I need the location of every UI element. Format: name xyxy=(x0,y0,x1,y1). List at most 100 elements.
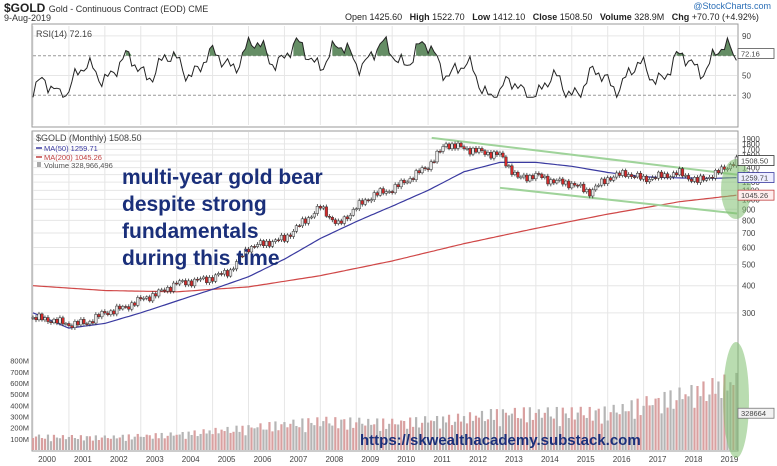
candle-down xyxy=(588,189,592,197)
volume-bar xyxy=(594,410,597,450)
candle-up xyxy=(657,171,661,179)
volume-bar xyxy=(31,438,35,450)
volume-bar xyxy=(301,418,304,450)
price-tick-label: 1700 xyxy=(742,145,760,154)
candle-up xyxy=(549,179,553,185)
volume-bar xyxy=(361,423,364,450)
candle-up xyxy=(585,189,589,193)
price-tick-label: 1800 xyxy=(742,140,760,149)
candle-up xyxy=(677,168,682,176)
volume-bar xyxy=(253,428,256,450)
volume-bar xyxy=(397,424,400,450)
candle-down xyxy=(567,180,571,189)
candle-up xyxy=(166,287,170,292)
candle-up xyxy=(52,318,56,324)
candle-up xyxy=(719,166,723,174)
volume-bar xyxy=(229,432,232,450)
candle-up xyxy=(399,179,403,188)
close-price-tag-box xyxy=(737,155,775,166)
candle-down xyxy=(396,184,400,188)
volume-bar xyxy=(624,411,627,450)
volume-bar xyxy=(489,409,493,450)
volume-bar xyxy=(582,415,585,450)
volume-bar xyxy=(576,412,579,450)
candle-up xyxy=(507,165,511,167)
candle-down xyxy=(716,170,720,174)
volume-bar xyxy=(570,407,573,450)
candle-up xyxy=(37,313,41,321)
volume-bar xyxy=(627,411,630,450)
volume-bar xyxy=(388,423,391,450)
substack-url: https://skwealthacademy.substack.com xyxy=(360,432,641,449)
volume-bar xyxy=(717,381,720,450)
candle-up xyxy=(279,234,283,241)
volume-bar xyxy=(438,428,442,450)
candle-up xyxy=(570,183,574,189)
x-tick-label: 2016 xyxy=(613,455,631,464)
candle-down xyxy=(654,177,658,179)
candle-down xyxy=(459,142,463,147)
volume-bar xyxy=(567,418,570,450)
candle-down xyxy=(552,179,556,184)
candle-up xyxy=(492,151,496,159)
candle-down xyxy=(489,152,493,159)
volume-bar xyxy=(202,429,205,450)
rsi-tick-label: 50 xyxy=(742,72,751,81)
candle-up xyxy=(435,150,439,163)
volume-bar xyxy=(334,417,337,450)
annotation: multi-year gold bear despite strong fund… xyxy=(122,166,323,270)
volume-bars xyxy=(31,372,738,450)
candle-down xyxy=(674,172,679,176)
candle-down xyxy=(366,199,370,202)
volume-bar xyxy=(447,414,451,450)
volume-bar xyxy=(136,433,139,450)
x-tick-label: 2018 xyxy=(685,455,703,464)
volume-bar xyxy=(693,407,696,450)
candle-down xyxy=(474,147,478,153)
volume-bar xyxy=(178,434,181,450)
candle-down xyxy=(211,277,215,282)
volume-bar xyxy=(477,417,481,450)
volume-bar xyxy=(145,434,148,450)
candle-up xyxy=(636,172,640,178)
candle-up xyxy=(234,261,239,270)
volume-bar xyxy=(94,435,97,450)
candle-up xyxy=(357,200,361,209)
candle-up xyxy=(594,185,598,191)
candle-up xyxy=(229,269,233,277)
volume-bar xyxy=(663,391,666,450)
candle-down xyxy=(148,296,152,302)
candle-down xyxy=(175,282,179,285)
volume-bar xyxy=(331,425,334,450)
volume-bar xyxy=(678,387,681,450)
volume-bar xyxy=(681,399,684,450)
candle-up xyxy=(121,306,125,310)
candle-down xyxy=(689,178,694,182)
candle-up xyxy=(336,220,340,224)
volume-bar xyxy=(552,418,555,450)
candle-up xyxy=(642,175,646,180)
rsi-tick-label: 90 xyxy=(742,32,751,41)
volume-bar xyxy=(37,434,41,450)
brand-text: @StockCharts.com xyxy=(693,1,771,11)
volume-bar xyxy=(450,425,454,450)
candle-down xyxy=(288,234,292,237)
volume-bar xyxy=(274,421,277,450)
candle-up xyxy=(223,270,227,275)
volume-bar xyxy=(690,385,693,450)
candle-up xyxy=(208,277,212,283)
x-tick-label: 2013 xyxy=(505,455,523,464)
volume-value: 328.9M xyxy=(634,12,665,22)
candle-up xyxy=(31,317,35,319)
candle-up xyxy=(615,172,619,178)
candle-down xyxy=(426,168,430,170)
volume-bar xyxy=(367,418,370,450)
candle-down xyxy=(76,321,80,326)
channel-lower-line xyxy=(499,186,738,215)
candle-down xyxy=(573,183,577,186)
candle-up xyxy=(94,314,98,324)
candle-up xyxy=(109,310,113,315)
volume-bar xyxy=(486,419,490,450)
volume-tick-label: 700M xyxy=(10,368,29,377)
volume-bar xyxy=(382,418,385,450)
